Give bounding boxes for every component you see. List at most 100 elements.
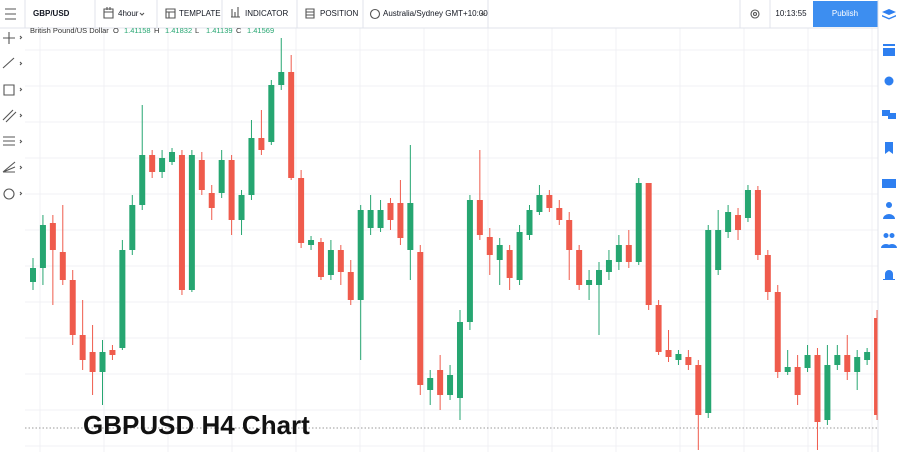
candle-body xyxy=(169,152,176,162)
candle-body xyxy=(625,245,632,262)
position-button[interactable]: POSITION xyxy=(320,9,358,18)
candle-body xyxy=(288,72,295,178)
candle-body xyxy=(258,138,265,150)
legend-value: 1.41832 xyxy=(165,26,192,35)
candle-body xyxy=(208,193,215,208)
symbol[interactable]: GBP/USD xyxy=(33,9,70,18)
publish-label: Publish xyxy=(832,9,858,18)
candle-body xyxy=(407,203,414,250)
legend-key: O xyxy=(113,26,119,35)
candles xyxy=(30,38,881,450)
candle-body xyxy=(496,245,503,260)
candle-body xyxy=(218,160,225,193)
candle-body xyxy=(397,203,404,238)
dropdown-caret xyxy=(480,12,486,16)
bookmark-icon[interactable] xyxy=(885,142,893,154)
legend-value: 1.41569 xyxy=(247,26,274,35)
indicator-icon xyxy=(231,7,240,18)
alert-icon[interactable] xyxy=(883,270,895,280)
legend-value: 1.41158 xyxy=(124,26,151,35)
candle-body xyxy=(685,357,692,365)
user-icon[interactable] xyxy=(883,202,895,219)
candle-body xyxy=(357,210,364,300)
candle-body xyxy=(317,242,324,277)
text-tool[interactable] xyxy=(3,188,15,200)
timezone[interactable]: Australia/Sydney GMT+10:00 xyxy=(383,9,488,18)
candle-body xyxy=(149,155,156,172)
position-icon xyxy=(305,8,315,19)
publish-button[interactable] xyxy=(813,1,878,27)
candle-body xyxy=(188,155,195,290)
instrument-name: British Pound/US Dollar xyxy=(30,26,109,35)
candle-body xyxy=(278,72,285,85)
candle-body xyxy=(476,200,483,235)
tool-expanders xyxy=(19,35,23,196)
template-button[interactable]: TEMPLATE xyxy=(179,9,221,18)
candle-body xyxy=(764,255,771,292)
list-icon[interactable] xyxy=(883,44,895,56)
candle-body xyxy=(427,378,434,390)
users-icon[interactable] xyxy=(881,233,897,248)
menu-button[interactable] xyxy=(5,8,16,20)
line-tool[interactable] xyxy=(2,57,15,69)
candle-body xyxy=(69,280,76,335)
interval[interactable]: 4hour xyxy=(118,9,139,18)
candle-body xyxy=(546,195,553,208)
candle-body xyxy=(268,85,275,142)
candle-body xyxy=(178,155,185,290)
candle-body xyxy=(824,365,831,420)
candle-body xyxy=(695,365,702,415)
candle-body xyxy=(536,195,543,212)
fib-tool[interactable] xyxy=(3,136,15,146)
candle-body xyxy=(804,355,811,368)
indicator-button[interactable]: INDICATOR xyxy=(245,9,288,18)
layers-icon[interactable] xyxy=(882,9,896,20)
globe-icon xyxy=(369,8,381,20)
candle-body xyxy=(437,370,444,395)
candle-body xyxy=(327,250,334,275)
candle-body xyxy=(228,160,235,220)
calendar-icon xyxy=(103,7,114,19)
candle-body xyxy=(576,250,583,285)
shape-tool[interactable] xyxy=(3,84,15,96)
candle-body xyxy=(417,252,424,385)
candle-body xyxy=(248,138,255,195)
chart-caption: GBPUSD H4 Chart xyxy=(83,410,310,440)
candle-body xyxy=(645,183,652,305)
candle-body xyxy=(506,250,513,278)
candle-body xyxy=(39,225,46,268)
candle-body xyxy=(596,270,603,285)
calendar-side-icon[interactable] xyxy=(882,179,896,188)
candle-body xyxy=(715,230,722,270)
candle-body xyxy=(367,210,374,228)
crosshair-tool[interactable] xyxy=(3,32,15,44)
left-toolbar xyxy=(2,32,23,200)
legend-key: L xyxy=(195,26,199,35)
candle-body xyxy=(387,203,394,220)
settings-button[interactable] xyxy=(750,9,760,19)
candle-body xyxy=(308,240,315,245)
candle-body xyxy=(814,355,821,422)
channel-tool[interactable] xyxy=(2,109,17,123)
candle-body xyxy=(735,215,742,230)
candle-body xyxy=(725,212,732,232)
gann-tool[interactable] xyxy=(2,161,16,173)
idea-icon[interactable] xyxy=(884,76,894,86)
candle-body xyxy=(119,250,126,348)
candle-body xyxy=(79,335,86,360)
chat-icon[interactable] xyxy=(882,110,896,119)
candle-body xyxy=(466,200,473,322)
clock: 10:13:55 xyxy=(775,9,807,18)
candle-body xyxy=(586,280,593,285)
menu-icon xyxy=(5,8,16,20)
candle-body xyxy=(337,250,344,272)
settings-icon-center xyxy=(752,11,758,17)
candle-body xyxy=(59,252,66,280)
legend-key: H xyxy=(154,26,159,35)
candle-body xyxy=(854,357,861,372)
candle-body xyxy=(377,210,384,228)
candle-body xyxy=(665,350,672,357)
template-icon xyxy=(165,8,176,19)
dropdown-caret xyxy=(139,12,145,16)
